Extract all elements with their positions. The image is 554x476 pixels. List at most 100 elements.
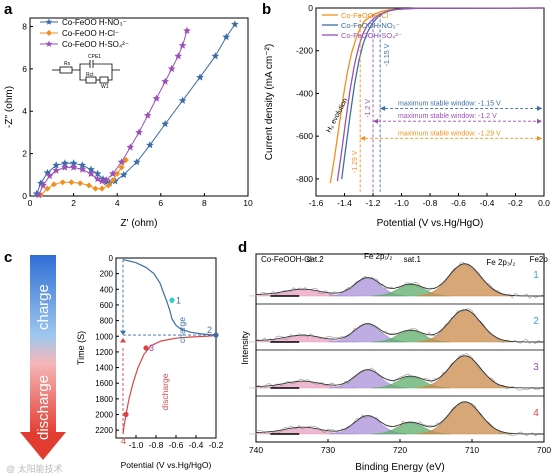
y-tick-label: 800 xyxy=(100,317,114,326)
legend-text: Co-FeOO H-NO₃⁻ xyxy=(62,18,127,27)
x-tick-label: -1.4 xyxy=(337,198,352,208)
series-line-0 xyxy=(122,259,217,336)
panel-a-eis-plot: 0 2 4 6 8 10 0 2 4 6 8 Z' (ohm) -Z'' (ohm) Co-FeOO H-… xyxy=(4,17,253,229)
data-point xyxy=(87,165,95,173)
x-tick-label: 720 xyxy=(393,445,407,455)
data-point xyxy=(143,111,152,119)
y-tick-label: 2200 xyxy=(95,426,113,435)
data-point xyxy=(78,161,87,169)
data-point xyxy=(222,33,230,41)
y-tick-label: 1600 xyxy=(95,379,113,388)
y-tick-label: 0 xyxy=(308,3,313,13)
data-point xyxy=(211,52,220,60)
x-tick-label: -1.2 xyxy=(366,198,381,208)
data-point xyxy=(126,143,135,151)
y-tick-label: 600 xyxy=(100,301,114,310)
data-point xyxy=(61,159,69,167)
watermark: @ 太阳能技术 xyxy=(6,463,63,474)
x-tick-label: 6 xyxy=(158,198,163,208)
equivalent-circuit: Rs CPE1 Rct W1 xyxy=(52,54,120,90)
data-point xyxy=(183,26,191,34)
data-point xyxy=(118,164,125,171)
data-point xyxy=(114,170,121,177)
row-label: 4 xyxy=(533,408,539,419)
point-label: 2 xyxy=(207,325,212,335)
data-point xyxy=(178,41,187,49)
x-tick-label: -1.0 xyxy=(129,440,144,450)
data-point xyxy=(85,182,92,189)
window-label: maximum stable window: -1.2 V xyxy=(398,113,497,120)
data-point xyxy=(133,158,141,166)
data-point xyxy=(50,181,57,188)
x-tick-label: -0.6 xyxy=(451,198,466,208)
data-point xyxy=(178,96,187,104)
y-axis-label: Time (S) xyxy=(76,331,86,365)
x-axis-label: Potential (V vs.Hg/HgO) xyxy=(377,218,484,229)
legend-text: Co-FeOO H-Cl⁻ xyxy=(62,29,119,38)
row-label: 2 xyxy=(533,316,539,327)
x-axis-label: Binding Energy (eV) xyxy=(355,462,445,473)
x-tick-label: 4 xyxy=(115,198,120,208)
window-arrow xyxy=(380,105,386,111)
legend-marker xyxy=(45,18,53,25)
data-point xyxy=(161,77,169,85)
threshold-label: -1.29 V xyxy=(352,150,359,173)
x-tick-label: -0.2 xyxy=(209,440,224,450)
point-label: 3 xyxy=(149,343,154,353)
y-tick-label: 0 xyxy=(22,191,27,201)
threshold-label: -1.15 V xyxy=(384,43,391,66)
x-tick-label: -0.6 xyxy=(169,440,184,450)
plot-frame xyxy=(115,257,217,439)
legend-text: Co-FeOOH-Cl⁻ xyxy=(341,11,393,20)
x-tick-label: -0.8 xyxy=(423,198,438,208)
x-tick-label: -0.8 xyxy=(149,440,164,450)
x-axis-label: Potential (V vs.Hg/HgO) xyxy=(121,460,212,470)
peak-label: sat.1 xyxy=(404,255,422,264)
data-point xyxy=(119,170,128,178)
y-tick-label: 200 xyxy=(100,270,114,279)
window-label: maximum stable window: -1.29 V xyxy=(398,130,501,137)
data-point xyxy=(69,163,78,171)
data-point xyxy=(78,165,87,173)
circuit-label: Rct xyxy=(86,72,94,78)
data-point xyxy=(135,128,143,136)
state-point xyxy=(213,332,219,338)
circuit-wire xyxy=(108,70,113,81)
guide-arrow xyxy=(120,330,126,336)
peak-label: sat.2 xyxy=(306,255,324,264)
data-point xyxy=(61,163,69,171)
discharge-label: discharge xyxy=(160,373,170,410)
peak-label: Fe 2p₃/₂ xyxy=(486,258,515,267)
charge-label: charge xyxy=(177,317,187,343)
panel-label-d: d xyxy=(238,239,247,256)
charge-discharge-bar: charge discharge xyxy=(20,255,66,460)
point-label: 1 xyxy=(176,295,181,305)
y-tick-label: 400 xyxy=(100,285,114,294)
data-point xyxy=(52,166,60,174)
y-tick-label: 8 xyxy=(22,21,27,31)
bar-charge-label: charge xyxy=(35,284,52,330)
state-point xyxy=(169,297,175,303)
x-tick-label: -0.2 xyxy=(508,198,523,208)
data-point xyxy=(39,181,47,189)
window-label: maximum stable window: -1.15 V xyxy=(398,100,501,107)
circuit-wire xyxy=(72,63,90,71)
row-label: 3 xyxy=(533,362,539,373)
data-point xyxy=(93,169,102,177)
data-point xyxy=(92,185,99,192)
series-line-2 xyxy=(336,7,545,182)
legend-marker xyxy=(45,40,53,47)
data-point xyxy=(152,94,161,102)
window-arrow xyxy=(373,118,378,124)
bar-discharge-label: discharge xyxy=(35,375,52,440)
circuit-label: Rs xyxy=(64,61,71,67)
circuit-label: CPE1 xyxy=(88,54,101,60)
legend-marker xyxy=(46,30,52,36)
sample-label: Co-FeOOH-Cl⁻ xyxy=(261,255,316,264)
legend-text: Co-FeOO H-SO₄²⁻ xyxy=(62,40,129,49)
data-point xyxy=(68,179,75,186)
data-point xyxy=(45,171,54,180)
x-tick-label: -0.4 xyxy=(480,198,495,208)
fit-envelope xyxy=(255,401,544,435)
guide-arrow xyxy=(120,337,126,343)
